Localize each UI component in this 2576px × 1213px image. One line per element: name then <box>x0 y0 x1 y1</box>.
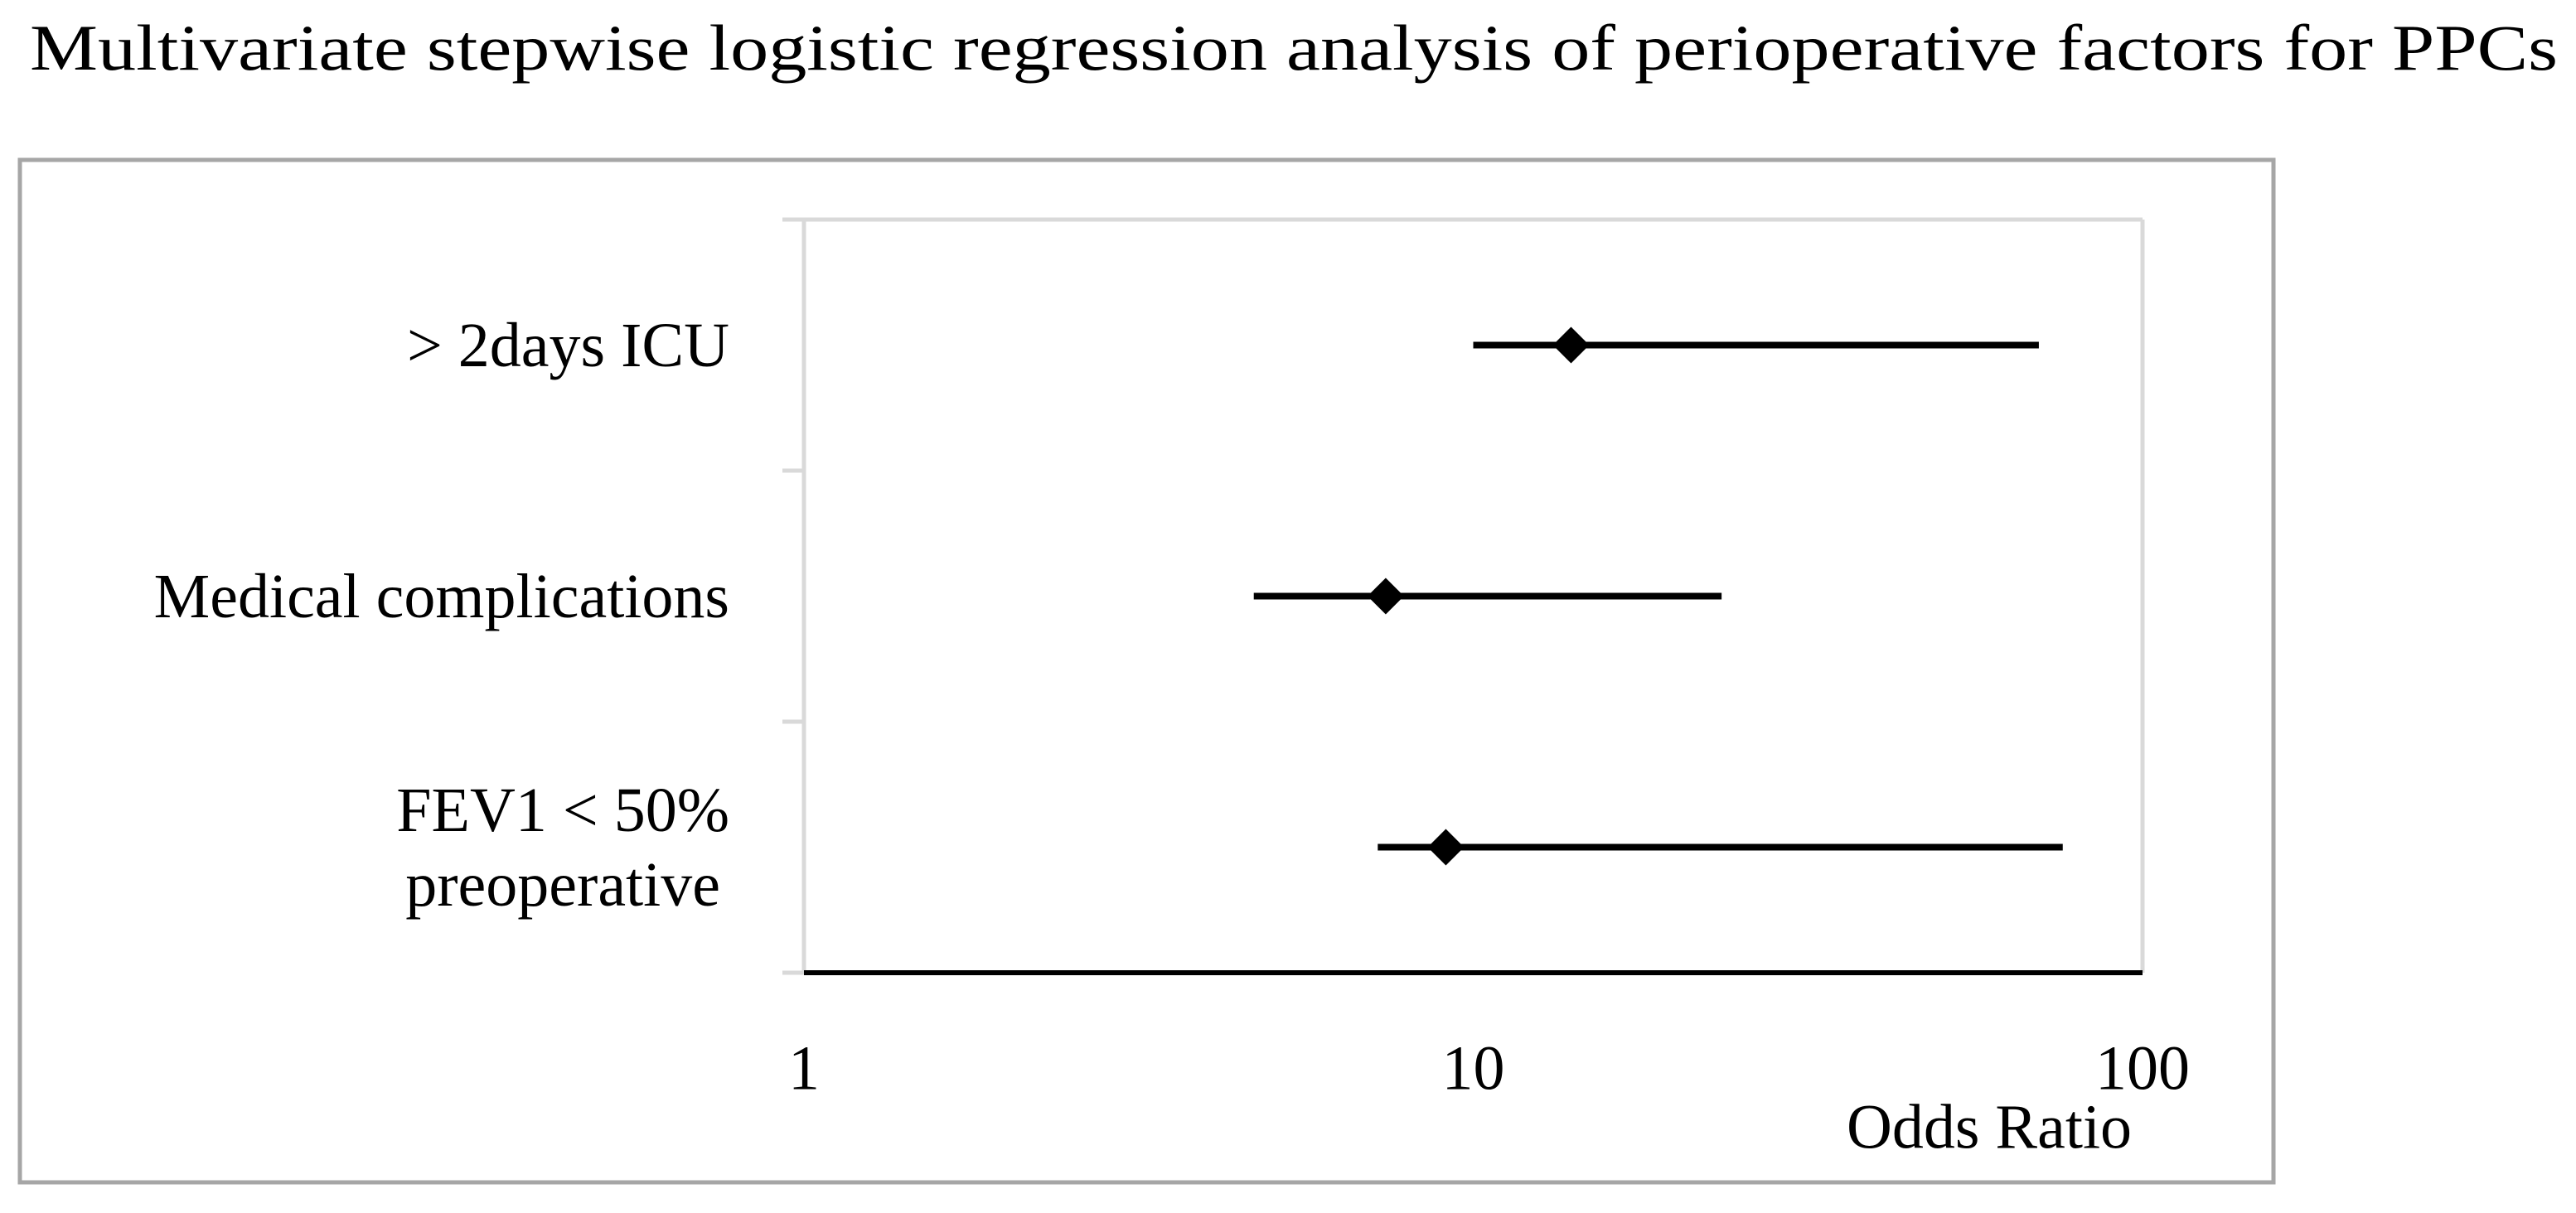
x-tick-label: 100 <box>2095 1033 2190 1103</box>
x-tick-label: 10 <box>1442 1033 1505 1103</box>
chart-title: Multivariate stepwise logistic regressio… <box>30 12 2558 84</box>
x-axis-title: Odds Ratio <box>1847 1092 2132 1162</box>
category-label: FEV1 < 50% preoperative <box>396 775 729 920</box>
odds-ratio-marker <box>1552 326 1590 364</box>
odds-ratio-marker <box>1367 578 1404 615</box>
odds-ratio-marker <box>1427 829 1465 866</box>
category-label: Medical complications <box>153 561 729 631</box>
category-label: > 2days ICU <box>406 310 729 380</box>
chart-frame <box>17 157 2276 1185</box>
x-tick-label: 1 <box>788 1033 820 1103</box>
